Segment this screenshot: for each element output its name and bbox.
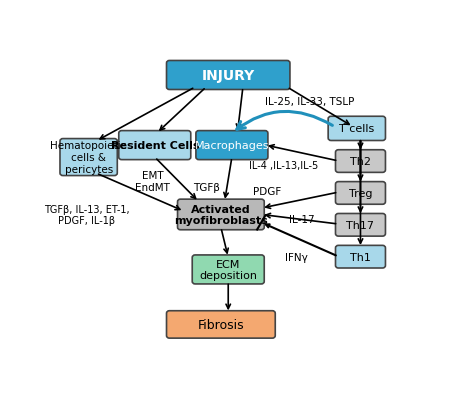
FancyBboxPatch shape xyxy=(166,311,275,338)
FancyBboxPatch shape xyxy=(60,139,117,176)
Text: TGFβ: TGFβ xyxy=(193,183,219,193)
Text: T cells: T cells xyxy=(339,124,374,134)
Text: Th1: Th1 xyxy=(350,252,371,262)
FancyBboxPatch shape xyxy=(336,214,385,237)
Text: PDGF: PDGF xyxy=(253,186,281,196)
Text: Treg: Treg xyxy=(349,188,372,199)
Text: INJURY: INJURY xyxy=(201,69,255,83)
Text: EMT
EndMT: EMT EndMT xyxy=(136,171,170,192)
Text: Resident Cells: Resident Cells xyxy=(110,141,199,151)
FancyBboxPatch shape xyxy=(166,61,290,90)
FancyBboxPatch shape xyxy=(119,131,191,160)
Text: Fibrosis: Fibrosis xyxy=(198,318,244,331)
Text: Hematopoietic
cells &
pericytes: Hematopoietic cells & pericytes xyxy=(50,141,127,174)
FancyBboxPatch shape xyxy=(336,150,385,173)
FancyBboxPatch shape xyxy=(178,199,264,230)
Text: IL-25, IL-33, TSLP: IL-25, IL-33, TSLP xyxy=(265,97,355,107)
Text: Th2: Th2 xyxy=(350,157,371,167)
Text: ECM
deposition: ECM deposition xyxy=(199,259,257,280)
Text: Activated
myofibroblasts: Activated myofibroblasts xyxy=(174,204,268,225)
Text: IL-17: IL-17 xyxy=(289,215,315,225)
Text: Th17: Th17 xyxy=(346,220,374,230)
Text: TGFβ, IL-13, ET-1,
PDGF, IL-1β: TGFβ, IL-13, ET-1, PDGF, IL-1β xyxy=(44,204,129,225)
FancyBboxPatch shape xyxy=(336,182,385,205)
FancyBboxPatch shape xyxy=(336,246,385,268)
Text: Macrophages: Macrophages xyxy=(195,141,269,151)
FancyBboxPatch shape xyxy=(328,117,385,141)
Text: IL-4 ,IL-13,IL-5: IL-4 ,IL-13,IL-5 xyxy=(249,161,318,171)
FancyBboxPatch shape xyxy=(196,131,268,160)
FancyBboxPatch shape xyxy=(192,255,264,284)
Text: IFNγ: IFNγ xyxy=(285,253,308,263)
